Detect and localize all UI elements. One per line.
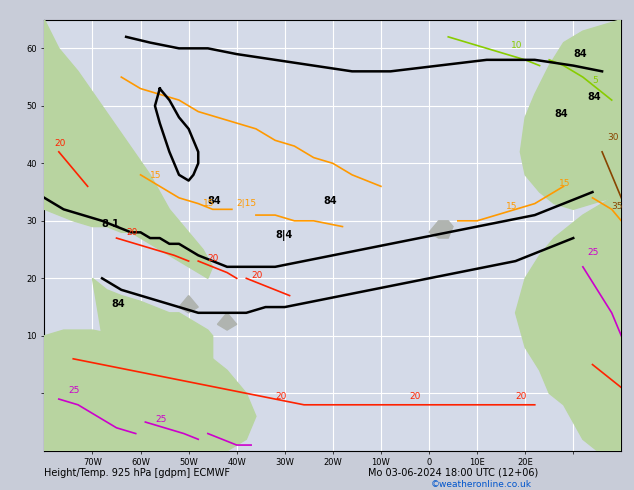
Text: 15: 15 bbox=[150, 171, 162, 180]
Text: 20: 20 bbox=[515, 392, 527, 401]
Text: 5: 5 bbox=[592, 76, 598, 85]
Polygon shape bbox=[515, 192, 621, 451]
Text: 20: 20 bbox=[251, 271, 262, 280]
Text: 20: 20 bbox=[410, 392, 421, 401]
Text: 20: 20 bbox=[208, 254, 219, 263]
Text: 84: 84 bbox=[573, 49, 587, 59]
Text: 20: 20 bbox=[275, 392, 287, 401]
Text: 20: 20 bbox=[126, 228, 138, 237]
Text: 20: 20 bbox=[54, 139, 65, 148]
Polygon shape bbox=[429, 221, 453, 238]
Text: 10: 10 bbox=[511, 41, 522, 50]
Text: 8|4: 8|4 bbox=[275, 230, 292, 241]
Text: 15: 15 bbox=[506, 202, 517, 211]
Polygon shape bbox=[521, 20, 621, 209]
Polygon shape bbox=[44, 330, 256, 451]
Text: Mo 03-06-2024 18:00 UTC (12+06): Mo 03-06-2024 18:00 UTC (12+06) bbox=[368, 468, 538, 478]
Polygon shape bbox=[44, 20, 212, 278]
Text: ©weatheronline.co.uk: ©weatheronline.co.uk bbox=[431, 480, 532, 489]
Text: 25: 25 bbox=[588, 248, 599, 257]
Polygon shape bbox=[217, 313, 236, 330]
Text: 25: 25 bbox=[68, 386, 80, 395]
Text: 2|15: 2|15 bbox=[236, 199, 257, 208]
Text: 84: 84 bbox=[554, 109, 567, 120]
Polygon shape bbox=[93, 278, 212, 365]
Text: Height/Temp. 925 hPa [gdpm] ECMWF: Height/Temp. 925 hPa [gdpm] ECMWF bbox=[44, 468, 230, 478]
Text: 15: 15 bbox=[203, 199, 214, 208]
Text: 84: 84 bbox=[112, 299, 126, 309]
Text: 25: 25 bbox=[155, 415, 166, 424]
Text: 35: 35 bbox=[612, 202, 623, 211]
Text: 84: 84 bbox=[588, 92, 601, 102]
Text: 84: 84 bbox=[323, 196, 337, 206]
Text: 15: 15 bbox=[559, 179, 571, 188]
Text: 30: 30 bbox=[607, 133, 618, 142]
Text: 8 1: 8 1 bbox=[102, 219, 119, 228]
Polygon shape bbox=[179, 295, 198, 313]
Text: 84: 84 bbox=[208, 196, 221, 206]
